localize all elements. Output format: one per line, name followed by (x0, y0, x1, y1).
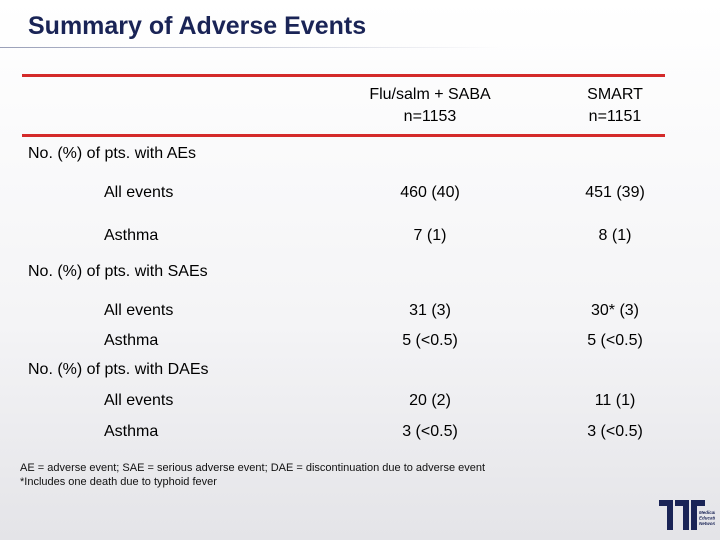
cell-value: 30* (3) (590, 302, 640, 319)
row-label: All events (104, 302, 174, 319)
column-header: SMART (587, 86, 643, 103)
column-n: n=1153 (403, 108, 457, 125)
cell-value: 31 (3) (409, 302, 451, 319)
row-label: Asthma (104, 423, 159, 440)
footnote: AE = adverse event; SAE = serious advers… (20, 462, 486, 474)
logo-shape (675, 500, 689, 530)
cell-value: 5 (<0.5) (402, 332, 458, 349)
row-label: All events (104, 184, 174, 201)
cell-value: 5 (<0.5) (587, 332, 643, 349)
logo-shape (659, 500, 673, 530)
section-title: No. (%) of pts. with SAEs (28, 263, 208, 280)
logo-shape (691, 500, 705, 530)
cell-value: 7 (1) (413, 227, 447, 244)
section-title: No. (%) of pts. with AEs (28, 145, 197, 162)
title-rule (0, 47, 500, 48)
row-label: All events (104, 392, 174, 409)
logo-text: Education (699, 516, 715, 521)
section-title: No. (%) of pts. with DAEs (28, 361, 209, 378)
cell-value: 3 (<0.5) (402, 423, 458, 440)
table-header-rule (22, 134, 665, 137)
cell-value: 460 (40) (400, 184, 460, 201)
row-label: Asthma (104, 227, 159, 244)
cell-value: 20 (2) (409, 392, 451, 409)
logo-text: Medical (699, 510, 715, 515)
slide-title: Summary of Adverse Events (28, 12, 367, 40)
cell-value: 8 (1) (598, 227, 632, 244)
cell-value: 3 (<0.5) (587, 423, 643, 440)
cell-value: 11 (1) (594, 392, 636, 409)
footnote: *Includes one death due to typhoid fever (20, 476, 217, 488)
column-header: Flu/salm + SABA (369, 86, 491, 103)
logo: MedicalEducationNetwork (659, 500, 715, 530)
row-label: Asthma (104, 332, 159, 349)
column-n: n=1151 (588, 108, 642, 125)
table-top-rule (22, 74, 665, 77)
logo-text: Network (699, 521, 715, 526)
cell-value: 451 (39) (585, 184, 645, 201)
